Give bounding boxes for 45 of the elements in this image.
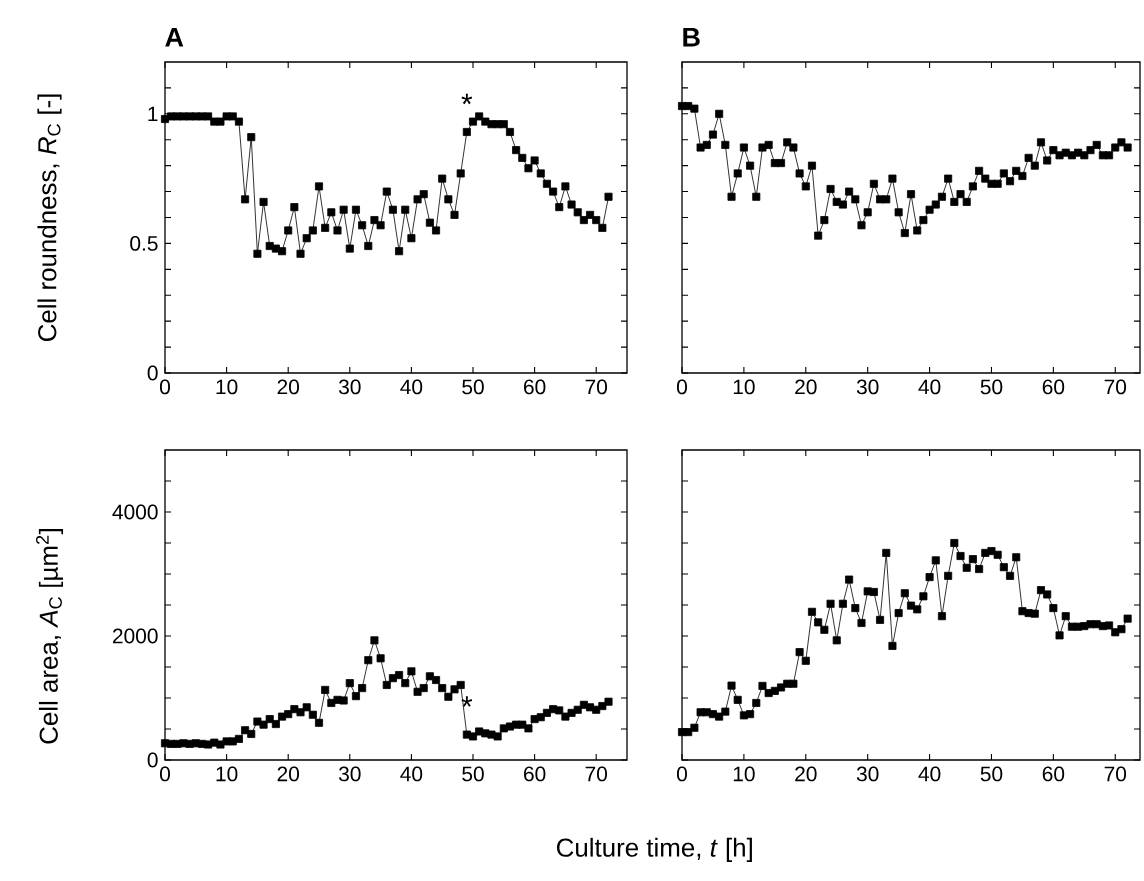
x-tick-label: 30 bbox=[338, 766, 361, 782]
x-tick-label: 70 bbox=[585, 379, 608, 395]
x-tick-label: 60 bbox=[524, 766, 546, 782]
x-tick-label: 50 bbox=[980, 379, 1003, 395]
x-tick-label: 50 bbox=[980, 766, 1003, 782]
x-tick-label: 10 bbox=[733, 379, 755, 395]
x-tick-label: 10 bbox=[216, 379, 238, 395]
x-tick-label: 10 bbox=[733, 766, 755, 782]
x-tick-label: 20 bbox=[795, 766, 817, 782]
annotation: * bbox=[461, 93, 473, 105]
y-tick-label: 1 bbox=[148, 106, 158, 122]
x-tick-label: 40 bbox=[918, 379, 941, 395]
x-tick-label: 0 bbox=[159, 379, 170, 395]
x-tick-label: 70 bbox=[1104, 766, 1127, 782]
x-tick-label: 50 bbox=[462, 766, 484, 782]
chart-title: B bbox=[683, 27, 700, 47]
x-tick-label: 20 bbox=[277, 379, 300, 395]
y-tick-label: 0 bbox=[147, 365, 158, 381]
x-tick-label: 20 bbox=[795, 379, 817, 395]
x-tick-label: 20 bbox=[277, 766, 300, 782]
y-tick-label: 0.5 bbox=[130, 236, 158, 251]
x-axis-title: Culture time, t [h] bbox=[556, 837, 752, 862]
x-tick-label: 30 bbox=[856, 379, 879, 395]
x-tick-label: 30 bbox=[338, 379, 361, 395]
x-tick-label: 70 bbox=[1104, 379, 1127, 395]
x-tick-label: 40 bbox=[918, 766, 941, 782]
x-tick-label: 60 bbox=[1042, 766, 1065, 782]
y-tick-label: 0 bbox=[147, 752, 158, 768]
x-tick-label: 60 bbox=[1042, 379, 1065, 395]
x-tick-label: 0 bbox=[159, 766, 170, 782]
x-tick-label: 30 bbox=[856, 766, 879, 782]
x-tick-label: 40 bbox=[400, 379, 423, 395]
chart-title: A bbox=[165, 27, 184, 47]
x-tick-label: 40 bbox=[400, 766, 423, 782]
x-tick-label: 60 bbox=[524, 379, 546, 395]
y-tick-label: 2000 bbox=[112, 628, 158, 644]
y-axis-title: Cell roundness, R$_{C}$ [-] bbox=[37, 94, 62, 342]
x-tick-label: 50 bbox=[462, 379, 484, 395]
x-tick-label: 0 bbox=[677, 766, 687, 782]
annotation: * bbox=[461, 696, 473, 707]
x-tick-label: 0 bbox=[677, 379, 687, 395]
y-tick-label: 4000 bbox=[112, 504, 158, 520]
x-tick-label: 70 bbox=[585, 766, 608, 782]
y-axis-title: Cell area, A$_{C}$ [µm$^{2}$] bbox=[35, 529, 64, 744]
x-tick-label: 10 bbox=[216, 766, 238, 782]
